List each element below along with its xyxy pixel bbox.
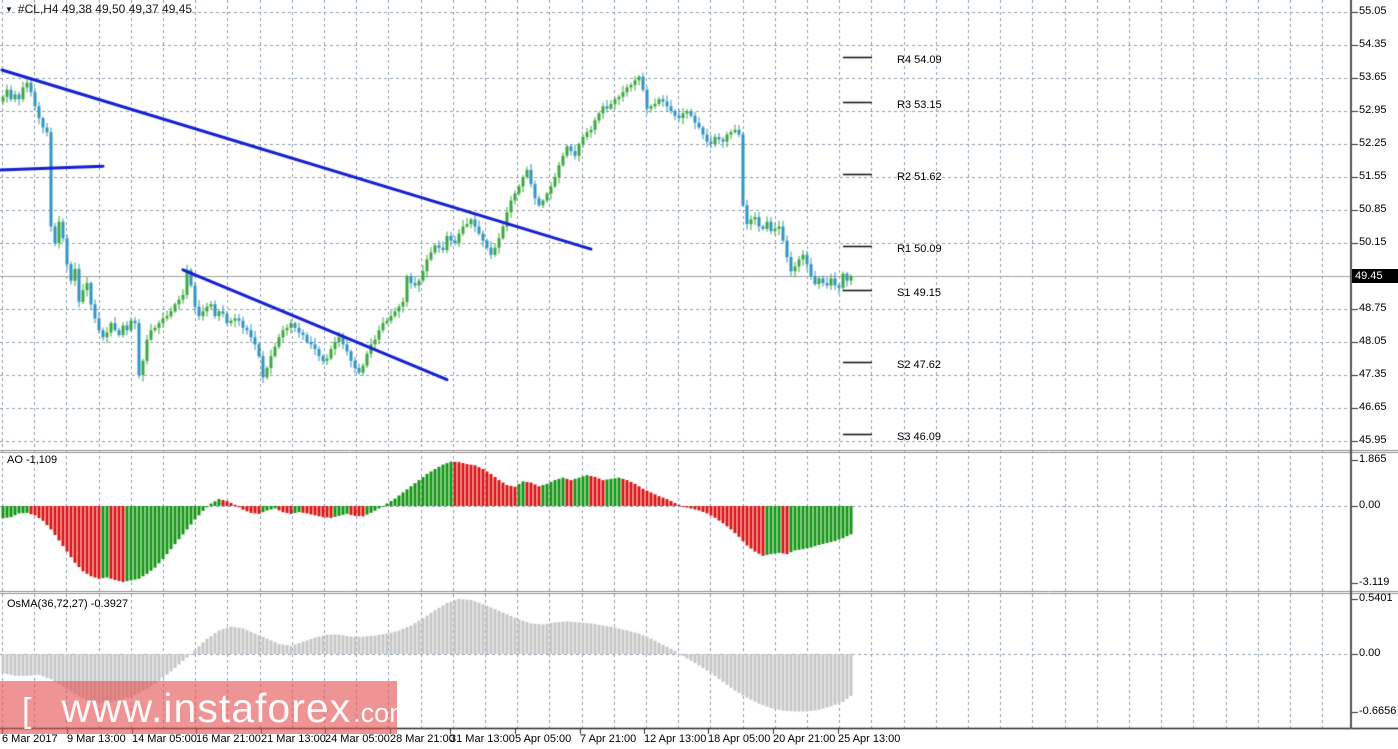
watermark-bracket-left: [ <box>22 692 32 730</box>
current-price-tag: 49.45 <box>1352 269 1398 283</box>
chart-title-bar: ▼ #CL,H4 49,38 49,50 49,37 49,45 <box>5 2 192 16</box>
chart-title: #CL,H4 49,38 49,50 49,37 49,45 <box>17 2 193 16</box>
symbol-dropdown-icon[interactable]: ▼ <box>5 5 13 14</box>
watermark-text: www.instaforex <box>61 685 352 731</box>
ao-indicator-label: AO -1,109 <box>7 454 58 466</box>
osma-indicator-label: OsMA(36,72,27) -0.3927 <box>7 598 129 610</box>
instaforex-watermark: [ www.instaforex .com ] <box>0 681 397 734</box>
watermark-suffix: .com <box>353 698 397 728</box>
